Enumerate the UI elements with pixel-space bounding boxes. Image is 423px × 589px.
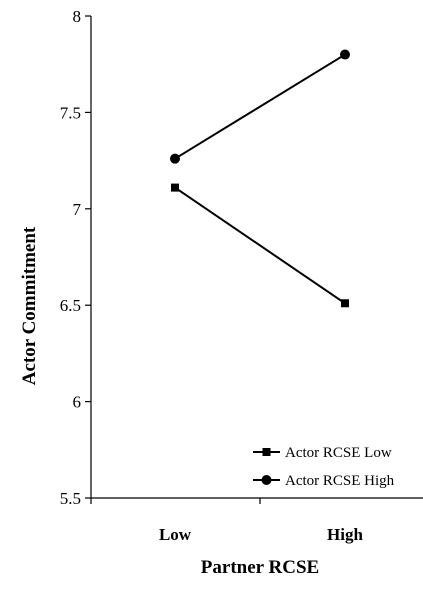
- data-point-circle: [170, 153, 180, 164]
- legend-label-2: Actor RCSE High: [285, 473, 395, 489]
- y-tick-label: 7: [73, 200, 82, 219]
- series-line-2: [174, 53, 346, 160]
- y-tick-label: 5.5: [60, 489, 81, 508]
- y-tick-label: 7.5: [60, 103, 81, 122]
- data-point-square: [171, 183, 179, 192]
- y-tick-label: 6: [73, 393, 82, 412]
- data-point-circle: [340, 49, 350, 60]
- y-tick-label: 8: [73, 7, 82, 26]
- y-tick-label: 6.5: [60, 296, 81, 315]
- y-axis-title: Actor Commitment: [19, 226, 40, 385]
- x-axis-title: Partner RCSE: [201, 557, 319, 578]
- data-point-square: [341, 299, 349, 308]
- legend-marker-square: [262, 448, 271, 456]
- series-line-1: [174, 186, 346, 305]
- x-tick-label: Low: [159, 525, 192, 544]
- x-tick-label: High: [327, 525, 363, 544]
- legend-marker-circle: [261, 475, 272, 485]
- legend-label-1: Actor RCSE Low: [285, 445, 392, 461]
